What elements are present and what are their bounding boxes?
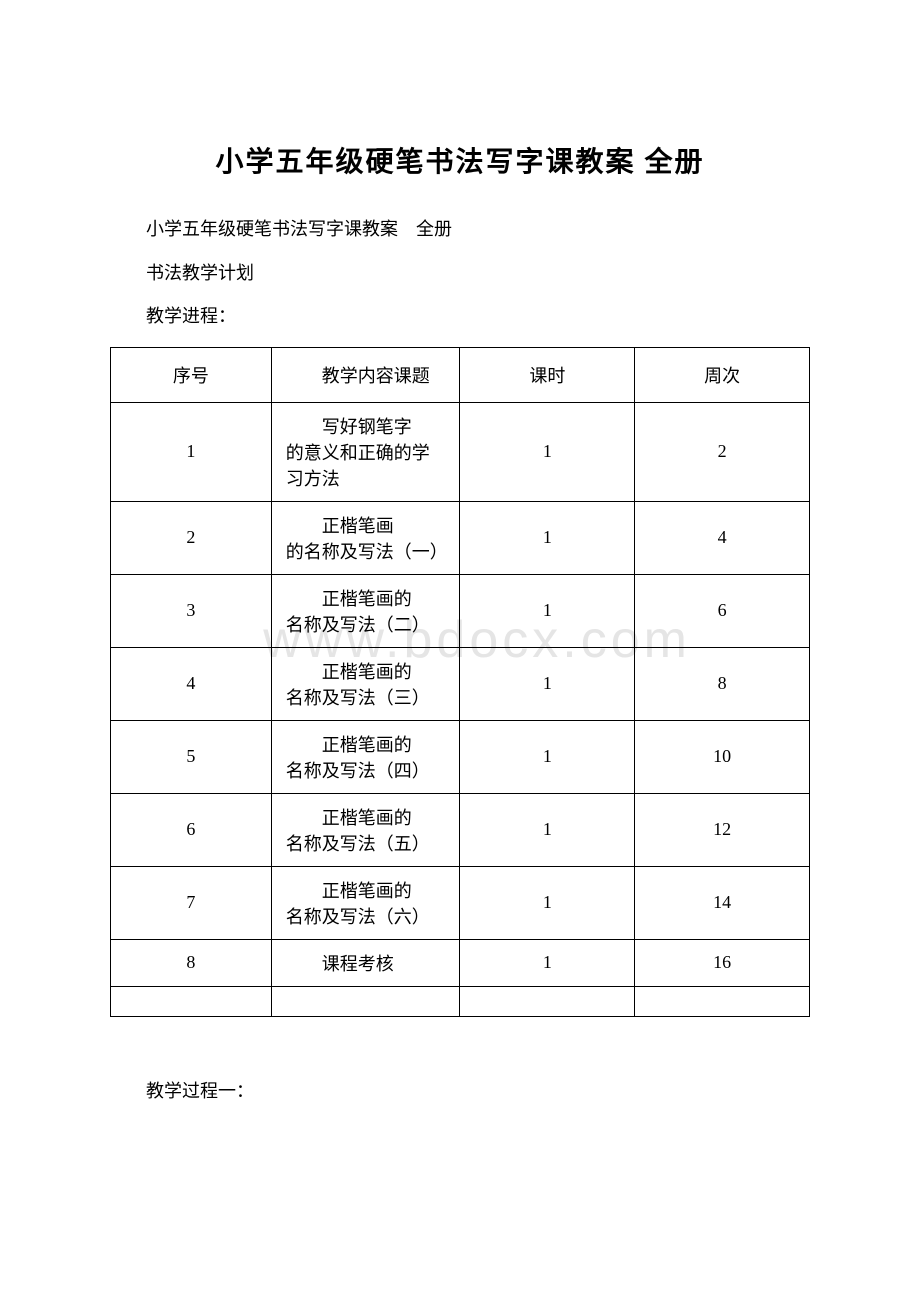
cell-week: 8 [635, 647, 810, 720]
cell-seq: 8 [111, 939, 272, 986]
cell-topic: 正楷笔画的名称及写法（六） [271, 866, 460, 939]
cell-topic: 课程考核 [271, 939, 460, 986]
cell-seq: 1 [111, 402, 272, 501]
cell-week: 6 [635, 574, 810, 647]
empty-cell [111, 986, 272, 1016]
cell-hours: 1 [460, 866, 635, 939]
header-hours: 课时 [460, 347, 635, 402]
table-empty-row [111, 986, 810, 1016]
cell-topic: 正楷笔画的名称及写法（二） [271, 574, 460, 647]
cell-hours: 1 [460, 647, 635, 720]
cell-week: 12 [635, 793, 810, 866]
cell-topic: 正楷笔画的名称及写法（一） [271, 501, 460, 574]
cell-hours: 1 [460, 501, 635, 574]
cell-topic: 写好钢笔字的意义和正确的学习方法 [271, 402, 460, 501]
cell-hours: 1 [460, 793, 635, 866]
table-row: 1 写好钢笔字的意义和正确的学习方法 1 2 [111, 402, 810, 501]
cell-week: 4 [635, 501, 810, 574]
cell-topic: 正楷笔画的名称及写法（三） [271, 647, 460, 720]
cell-week: 10 [635, 720, 810, 793]
cell-week: 16 [635, 939, 810, 986]
cell-week: 14 [635, 866, 810, 939]
cell-seq: 4 [111, 647, 272, 720]
empty-cell [460, 986, 635, 1016]
footer-line: 教学过程一： [110, 1077, 810, 1103]
cell-seq: 6 [111, 793, 272, 866]
cell-topic: 正楷笔画的名称及写法（四） [271, 720, 460, 793]
cell-seq: 5 [111, 720, 272, 793]
header-week: 周次 [635, 347, 810, 402]
header-topic: 教学内容课题 [271, 347, 460, 402]
table-row: 7 正楷笔画的名称及写法（六） 1 14 [111, 866, 810, 939]
cell-hours: 1 [460, 939, 635, 986]
cell-seq: 3 [111, 574, 272, 647]
cell-hours: 1 [460, 574, 635, 647]
cell-hours: 1 [460, 402, 635, 501]
empty-cell [271, 986, 460, 1016]
intro-line-1: 小学五年级硬笔书法写字课教案 全册 [110, 210, 810, 250]
page-title: 小学五年级硬笔书法写字课教案 全册 [110, 140, 810, 180]
schedule-table: 序号 教学内容课题 课时 周次 1 写好钢笔字的意义和正确的学习方法 1 2 2… [110, 347, 810, 1017]
schedule-table-container: 序号 教学内容课题 课时 周次 1 写好钢笔字的意义和正确的学习方法 1 2 2… [110, 347, 810, 1017]
cell-week: 2 [635, 402, 810, 501]
table-row: 4 正楷笔画的名称及写法（三） 1 8 [111, 647, 810, 720]
cell-seq: 7 [111, 866, 272, 939]
table-row: 3 正楷笔画的名称及写法（二） 1 6 [111, 574, 810, 647]
cell-seq: 2 [111, 501, 272, 574]
table-row: 6 正楷笔画的名称及写法（五） 1 12 [111, 793, 810, 866]
table-header-row: 序号 教学内容课题 课时 周次 [111, 347, 810, 402]
table-row: 5 正楷笔画的名称及写法（四） 1 10 [111, 720, 810, 793]
table-row: 8 课程考核 1 16 [111, 939, 810, 986]
cell-hours: 1 [460, 720, 635, 793]
table-row: 2 正楷笔画的名称及写法（一） 1 4 [111, 501, 810, 574]
empty-cell [635, 986, 810, 1016]
document-content: 小学五年级硬笔书法写字课教案 全册 小学五年级硬笔书法写字课教案 全册 书法教学… [110, 140, 810, 1103]
cell-topic: 正楷笔画的名称及写法（五） [271, 793, 460, 866]
header-seq: 序号 [111, 347, 272, 402]
intro-line-3: 教学进程： [110, 297, 810, 337]
intro-line-2: 书法教学计划 [110, 254, 810, 294]
